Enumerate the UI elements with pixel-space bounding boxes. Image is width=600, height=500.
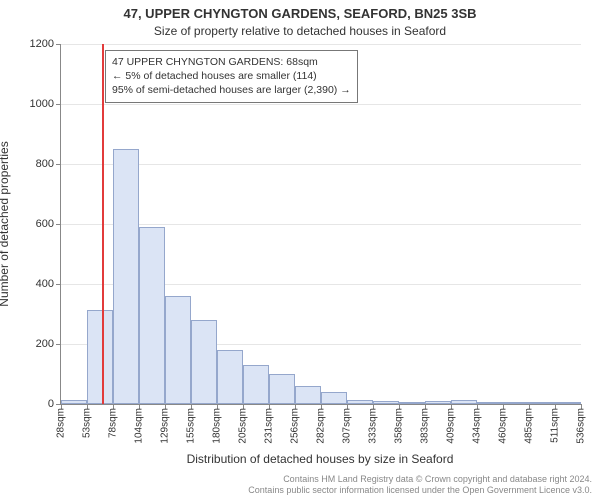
ytick-mark [56,344,61,345]
xtick-label: 333sqm [368,408,379,444]
xtick-label: 383sqm [420,408,431,444]
x-axis-label: Distribution of detached houses by size … [60,452,580,466]
gridline [61,44,581,45]
histogram-bar [243,365,269,404]
histogram-bar [503,402,529,404]
histogram-bar [451,400,477,405]
histogram-bar [269,374,295,404]
histogram-bar [321,392,347,404]
histogram-bar [425,401,451,404]
xtick-label: 460sqm [498,408,509,444]
histogram-bar [373,401,399,404]
histogram-bar [61,400,87,405]
xtick-label: 256sqm [290,408,301,444]
ytick-label: 0 [14,398,54,410]
ytick-mark [56,44,61,45]
xtick-label: 205sqm [238,408,249,444]
xtick-label: 358sqm [394,408,405,444]
gridline [61,164,581,165]
histogram-bar [165,296,191,404]
histogram-bar [399,402,425,404]
histogram-bar [555,402,581,404]
chart-title-main: 47, UPPER CHYNGTON GARDENS, SEAFORD, BN2… [0,6,600,21]
ytick-mark [56,284,61,285]
annotation-box: 47 UPPER CHYNGTON GARDENS: 68sqm ← 5% of… [105,50,358,103]
ytick-mark [56,164,61,165]
xtick-label: 155sqm [186,408,197,444]
xtick-label: 307sqm [342,408,353,444]
ytick-label: 800 [14,158,54,170]
xtick-label: 104sqm [134,408,145,444]
xtick-label: 53sqm [82,408,93,438]
footer-line-2: Contains public sector information licen… [248,485,592,496]
histogram-bar [113,149,139,404]
ytick-label: 400 [14,278,54,290]
gridline [61,104,581,105]
footer-line-1: Contains HM Land Registry data © Crown c… [248,474,592,485]
ytick-mark [56,224,61,225]
xtick-label: 231sqm [264,408,275,444]
histogram-bar [191,320,217,404]
xtick-label: 536sqm [576,408,587,444]
chart-title-sub: Size of property relative to detached ho… [0,24,600,38]
histogram-bar [477,402,503,404]
xtick-label: 129sqm [160,408,171,444]
plot-area: 28sqm53sqm78sqm104sqm129sqm155sqm180sqm2… [60,44,581,405]
gridline [61,224,581,225]
ytick-label: 1200 [14,38,54,50]
ytick-mark [56,104,61,105]
ytick-label: 1000 [14,98,54,110]
chart-container: 47, UPPER CHYNGTON GARDENS, SEAFORD, BN2… [0,0,600,500]
highlight-line [102,44,104,404]
annotation-line-3: 95% of semi-detached houses are larger (… [112,83,351,97]
histogram-bar [529,402,555,404]
xtick-label: 485sqm [524,408,535,444]
footer-attribution: Contains HM Land Registry data © Crown c… [248,474,592,497]
ytick-label: 600 [14,218,54,230]
xtick-label: 78sqm [108,408,119,438]
xtick-label: 511sqm [550,408,561,443]
xtick-label: 28sqm [56,408,67,438]
xtick-label: 434sqm [472,408,483,444]
ytick-label: 200 [14,338,54,350]
xtick-label: 282sqm [316,408,327,444]
histogram-bar [217,350,243,404]
histogram-bar [139,227,165,404]
annotation-line-1: 47 UPPER CHYNGTON GARDENS: 68sqm [112,55,351,69]
annotation-line-2: ← 5% of detached houses are smaller (114… [112,69,351,83]
histogram-bar [295,386,321,404]
y-axis-label: Number of detached properties [0,141,11,306]
xtick-label: 180sqm [212,408,223,444]
histogram-bar [87,310,113,405]
histogram-bar [347,400,373,405]
xtick-label: 409sqm [446,408,457,444]
